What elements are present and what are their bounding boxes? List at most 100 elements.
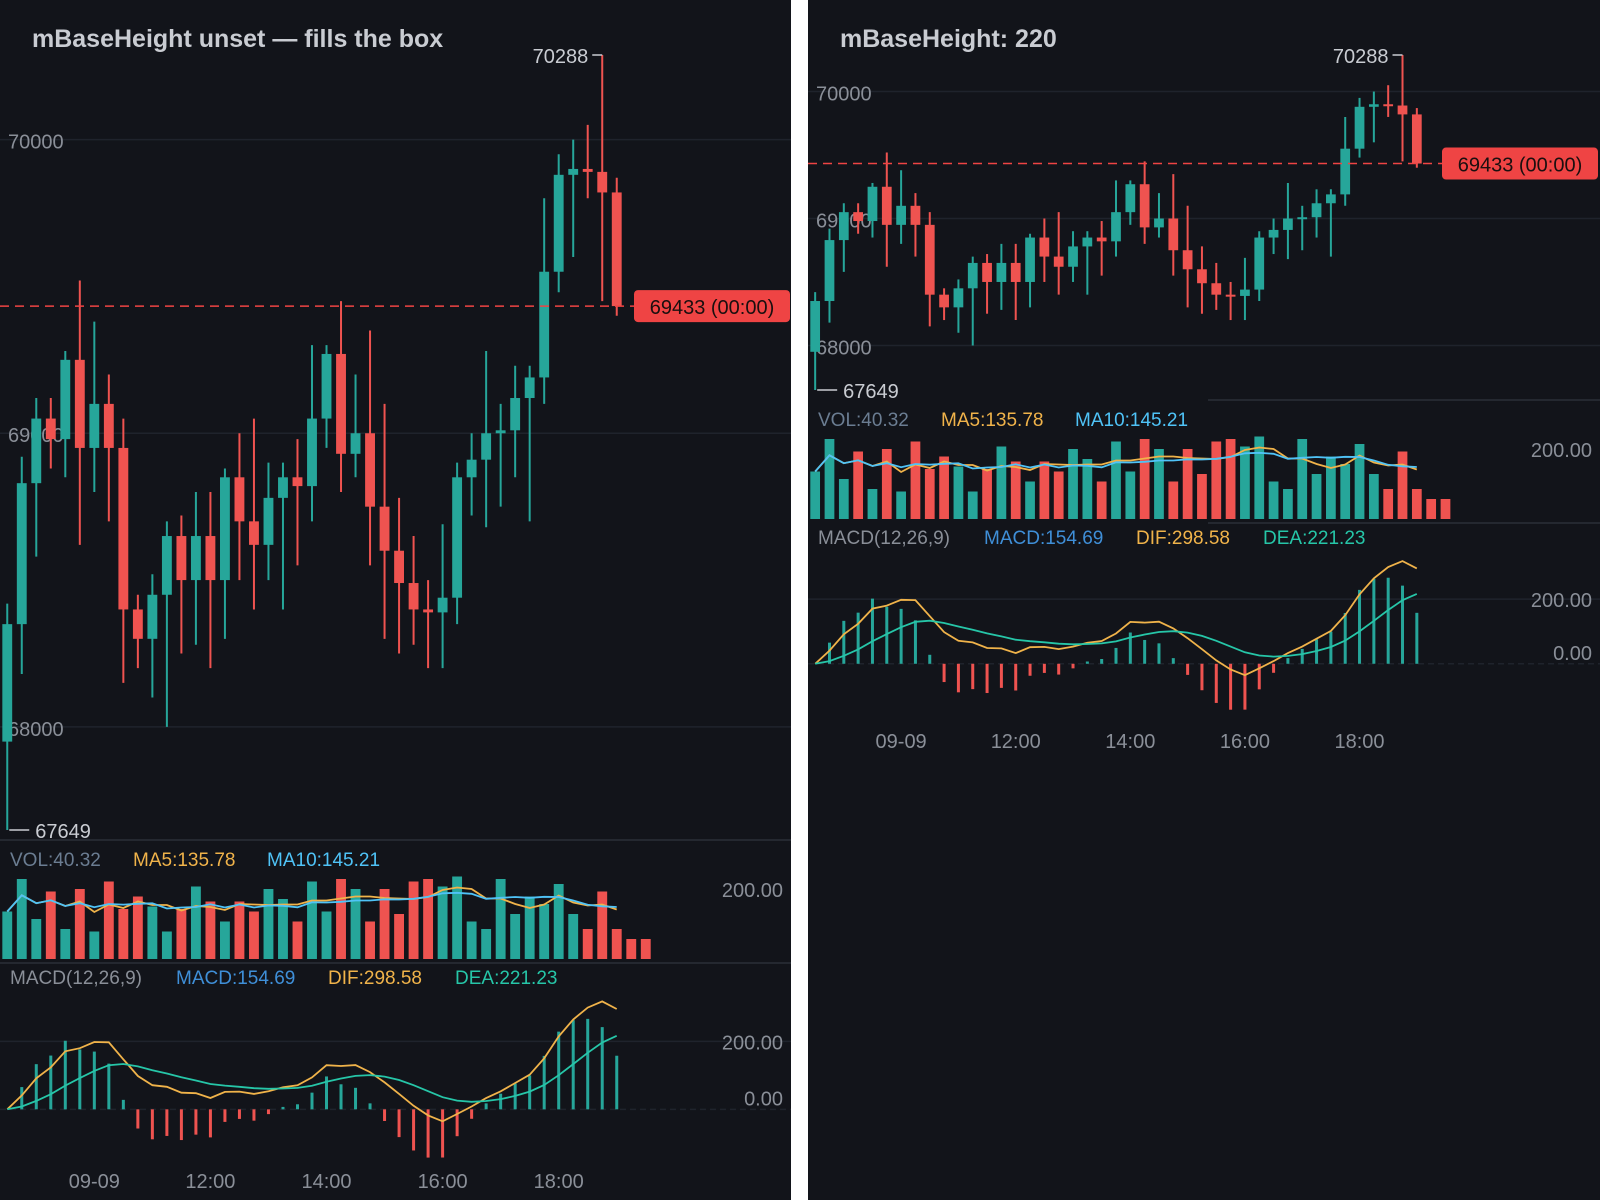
candle-body bbox=[1225, 294, 1236, 297]
volume-bar bbox=[1311, 474, 1322, 519]
volume-bar bbox=[1383, 489, 1394, 519]
candle-body bbox=[219, 477, 230, 581]
volume-bar bbox=[967, 491, 978, 519]
candle-body bbox=[982, 262, 992, 282]
vol-ma10-label: MA10:145.21 bbox=[267, 850, 380, 871]
volume-bar bbox=[60, 929, 71, 959]
candle-body bbox=[394, 550, 405, 584]
candle-body bbox=[481, 433, 492, 460]
price-tick-label: 68000 bbox=[8, 719, 64, 741]
volume-bar bbox=[1240, 446, 1250, 519]
volume-bar bbox=[924, 469, 935, 519]
volume-bar bbox=[1225, 439, 1236, 519]
volume-bar bbox=[810, 471, 821, 519]
volume-bar bbox=[219, 921, 230, 959]
candle-body bbox=[190, 536, 201, 581]
macd-axis-label: 0.00 bbox=[1553, 643, 1592, 665]
candle-body bbox=[524, 377, 535, 399]
volume-bar bbox=[568, 914, 579, 959]
price-tick-label: 70000 bbox=[816, 84, 872, 106]
candle-body bbox=[1111, 212, 1121, 242]
volume-bar bbox=[1197, 474, 1207, 519]
volume-bar bbox=[1440, 499, 1451, 519]
volume-bar bbox=[466, 921, 477, 959]
volume-bar bbox=[1068, 449, 1078, 519]
candle-body bbox=[539, 271, 550, 378]
candle-body bbox=[953, 288, 964, 308]
last-price-tag bbox=[634, 290, 790, 323]
chart-title: mBaseHeight unset — fills the box bbox=[32, 25, 443, 53]
candle-body bbox=[16, 483, 27, 625]
volume-bar bbox=[1125, 471, 1136, 519]
candle-body bbox=[452, 477, 463, 598]
candle-body bbox=[1197, 269, 1207, 284]
volume-bar bbox=[1354, 444, 1365, 519]
macd-axis-label: 0.00 bbox=[744, 1088, 783, 1110]
volume-bar bbox=[1139, 439, 1150, 519]
volume-bar bbox=[867, 489, 878, 519]
volume-bar bbox=[939, 456, 949, 519]
volume-bar bbox=[1025, 481, 1035, 519]
macd-axis-label: 200.00 bbox=[1531, 590, 1592, 612]
volume-bar bbox=[824, 439, 835, 519]
volume-bar bbox=[307, 881, 317, 959]
min-price-label: 67649 bbox=[35, 821, 91, 843]
volume-bar bbox=[881, 449, 892, 519]
vol-axis-label: 200.00 bbox=[722, 880, 783, 902]
macd-label: MACD(12,26,9) bbox=[818, 528, 950, 549]
candle-body bbox=[1211, 283, 1222, 295]
candle-body bbox=[321, 353, 332, 419]
candle-body bbox=[1010, 262, 1021, 282]
candle-body bbox=[1397, 105, 1408, 115]
macd-label: MACD(12,26,9) bbox=[10, 968, 142, 989]
volume-bar bbox=[336, 879, 346, 959]
volume-bar bbox=[524, 896, 535, 959]
candle-body bbox=[132, 609, 143, 639]
volume-bar bbox=[1411, 489, 1422, 519]
candle-body bbox=[31, 418, 42, 484]
last-price-label: 69433 (00:00) bbox=[1458, 155, 1583, 177]
volume-bar bbox=[1096, 481, 1107, 519]
volume-bar bbox=[1283, 489, 1293, 519]
candle-body bbox=[103, 403, 114, 448]
chart-panel-left: mBaseHeight unset — fills the box 70000 69… bbox=[0, 0, 791, 1200]
volume-bar bbox=[452, 876, 463, 959]
volume-bar bbox=[118, 909, 129, 959]
candle-body bbox=[89, 403, 100, 448]
candlestick-chart-left: mBaseHeight unset — fills the box 70000 69… bbox=[0, 25, 791, 1193]
candle-body bbox=[1240, 289, 1250, 296]
candle-body bbox=[582, 168, 593, 172]
volume-bar bbox=[1111, 441, 1121, 519]
chart-title: mBaseHeight: 220 bbox=[840, 25, 1057, 53]
candle-body bbox=[1182, 250, 1193, 270]
volume-bar bbox=[1039, 461, 1050, 519]
candle-body bbox=[249, 521, 259, 545]
volume-bar bbox=[394, 914, 405, 959]
volume-bar bbox=[1326, 456, 1336, 519]
candle-body bbox=[1082, 237, 1093, 247]
volume-bar bbox=[495, 879, 506, 959]
dea-line bbox=[7, 1034, 618, 1111]
candle-body bbox=[967, 262, 978, 289]
last-price-tag bbox=[1442, 147, 1598, 180]
volume-bar bbox=[1053, 471, 1064, 519]
volume-bar bbox=[263, 889, 274, 959]
time-axis-label: 09-09 bbox=[876, 731, 927, 753]
time-axis-label: 16:00 bbox=[1220, 731, 1270, 753]
volume-bar bbox=[365, 921, 375, 959]
candle-body bbox=[1025, 237, 1035, 282]
candle-body bbox=[1383, 104, 1394, 107]
candle-body bbox=[1354, 106, 1365, 149]
volume-bar bbox=[481, 929, 492, 959]
candle-body bbox=[1096, 237, 1107, 242]
last-price-label: 69433 (00:00) bbox=[650, 297, 775, 319]
candle-body bbox=[437, 597, 448, 613]
candle-body bbox=[118, 447, 129, 610]
volume-bar bbox=[74, 889, 85, 959]
volume-bar bbox=[292, 921, 303, 959]
volume-bar bbox=[1368, 474, 1379, 519]
volume-bar bbox=[553, 884, 564, 959]
candle-body bbox=[597, 171, 608, 193]
volume-bar bbox=[1397, 451, 1408, 519]
candle-body bbox=[881, 186, 892, 225]
